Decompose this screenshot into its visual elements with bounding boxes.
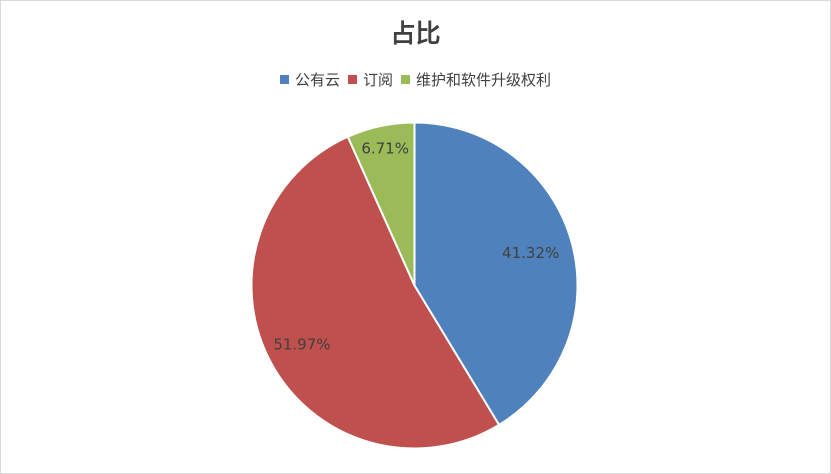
legend-label-2: 维护和软件升级权利 bbox=[416, 71, 552, 89]
pie-slice-0 bbox=[413, 121, 579, 427]
chart-legend: 公有云 订阅 维护和软件升级权利 bbox=[0, 69, 831, 90]
legend-item-1: 订阅 bbox=[347, 69, 393, 90]
pie-slices bbox=[250, 121, 579, 450]
chart-title: 占比 bbox=[390, 19, 441, 48]
legend-swatch-0 bbox=[279, 75, 289, 84]
legend-label-1: 订阅 bbox=[362, 71, 393, 89]
pie-data-label-2: 6.71% bbox=[361, 139, 409, 157]
legend-label-0: 公有云 bbox=[294, 71, 340, 89]
legend-item-0: 公有云 bbox=[279, 69, 340, 90]
legend-item-2: 维护和软件升级权利 bbox=[401, 69, 551, 90]
pie-data-labels: 41.32% 51.97% 6.71% bbox=[273, 139, 559, 353]
pie-data-label-0: 41.32% bbox=[502, 244, 559, 262]
pie-slice-2 bbox=[346, 121, 416, 286]
pie-slice-1 bbox=[250, 135, 501, 450]
pie-data-label-1: 51.97% bbox=[273, 336, 330, 354]
legend-swatch-1 bbox=[347, 75, 357, 84]
legend-swatch-2 bbox=[401, 75, 410, 84]
